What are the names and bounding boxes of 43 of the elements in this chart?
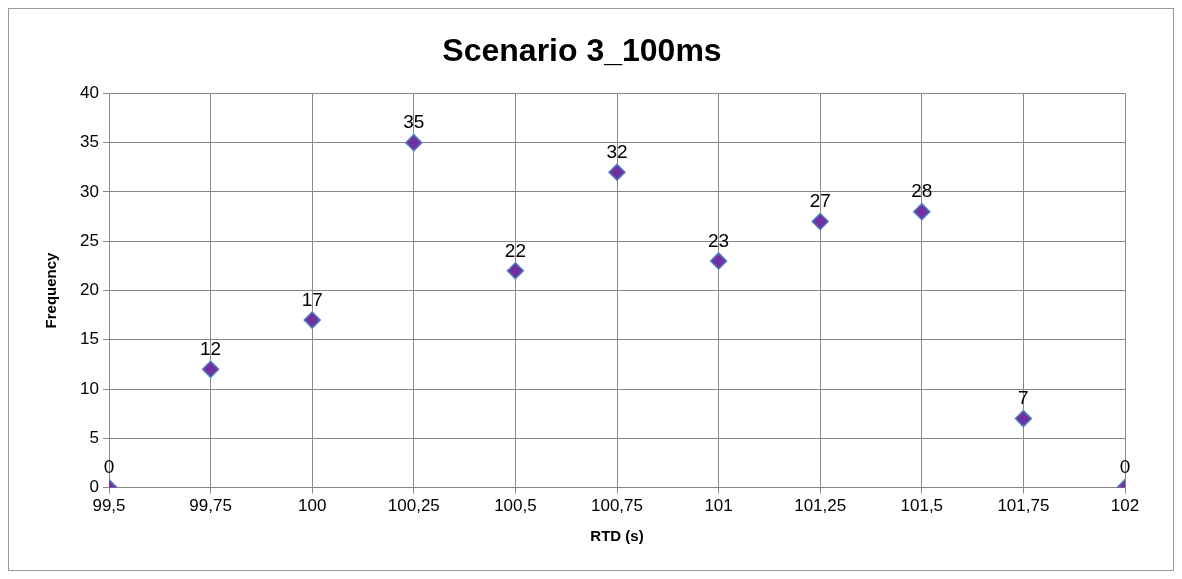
x-tick-label: 102 (1110, 496, 1140, 516)
x-tick-label: 100,75 (591, 496, 643, 516)
point (913, 202, 931, 221)
chart-title: Scenario 3_100ms (442, 32, 722, 69)
point (303, 311, 321, 329)
point (1014, 409, 1033, 428)
data-label: 23 (708, 229, 730, 251)
point (506, 262, 525, 280)
x-tick-label: 101,25 (794, 496, 847, 516)
data-label: 0 (1119, 456, 1131, 478)
x-tick-label: 101,5 (900, 496, 944, 516)
y-tick-label: 0 (89, 477, 99, 497)
data-label: 35 (403, 111, 425, 133)
y-tick-label: 25 (80, 230, 99, 250)
data-label: 22 (504, 239, 526, 261)
data-label: 7 (1018, 387, 1029, 409)
point (201, 360, 220, 379)
x-tick-label: 99,75 (189, 496, 232, 516)
y-tick-label: 40 (80, 83, 99, 103)
x-tick-label: 101 (704, 496, 733, 516)
point (405, 133, 423, 152)
x-tick-label: 100,5 (494, 496, 537, 516)
y-axis-title: Frequency (42, 251, 60, 329)
data-label: 12 (200, 338, 222, 360)
y-tick-label: 35 (80, 132, 99, 152)
y-tick-label: 20 (80, 280, 99, 300)
data-label: 27 (809, 190, 831, 212)
x-tick-label: 101,75 (997, 496, 1050, 516)
data-label: 28 (911, 180, 933, 202)
y-tick-label: 5 (89, 428, 99, 448)
data-label: 17 (301, 288, 323, 310)
data-label: 0 (103, 456, 115, 478)
point (709, 252, 728, 270)
point (608, 163, 626, 181)
x-tick-label: 99,5 (92, 496, 126, 516)
y-tick-label: 30 (80, 181, 99, 201)
y-tick-label: 10 (80, 378, 99, 398)
y-tick-label: 15 (80, 329, 99, 349)
x-axis-title: RTD (s) (590, 527, 644, 545)
point (811, 212, 829, 231)
x-tick-label: 100 (298, 496, 327, 516)
x-tick-label: 100,25 (387, 496, 440, 516)
data-label: 32 (606, 140, 628, 162)
